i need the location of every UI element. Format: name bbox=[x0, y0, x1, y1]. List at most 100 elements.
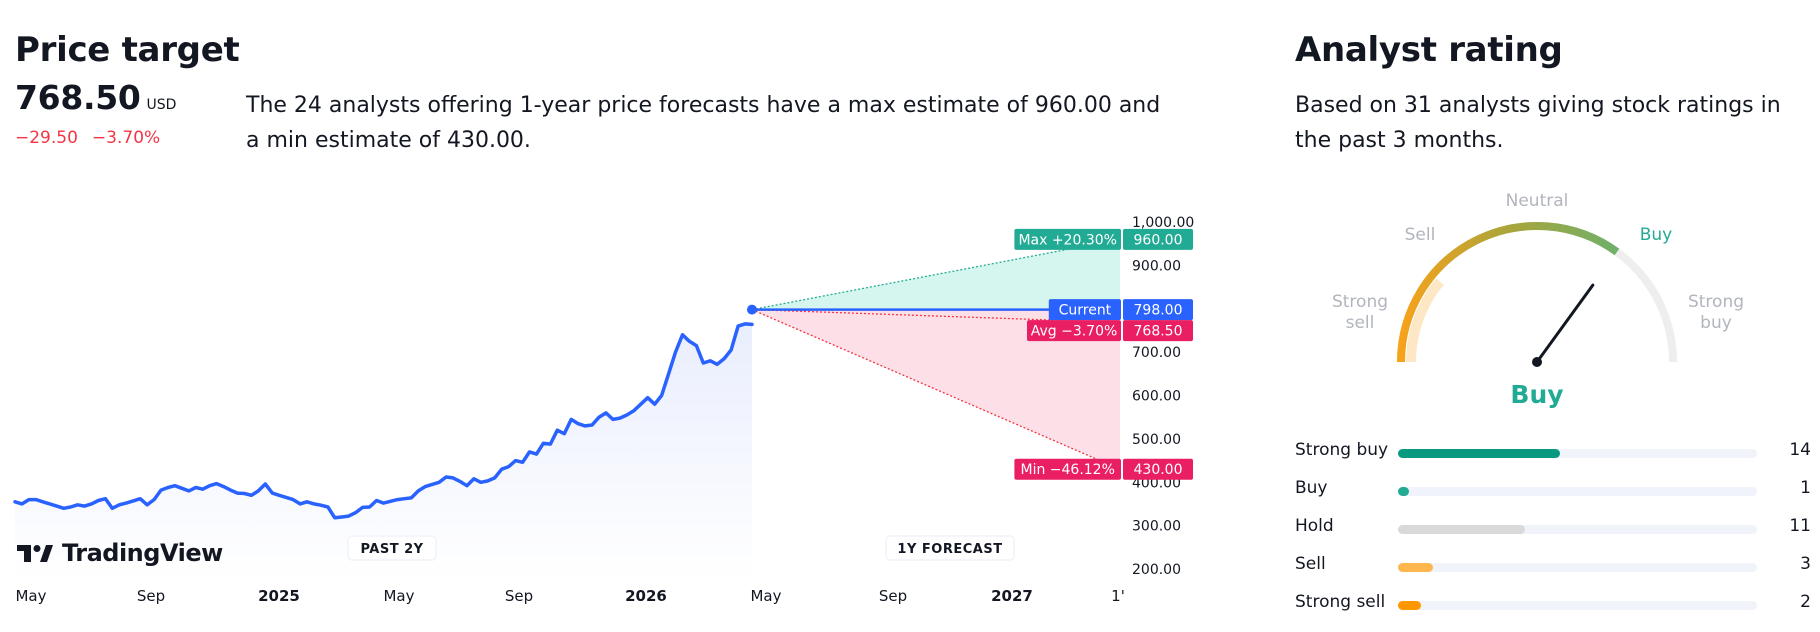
analyst-rating-title: Analyst rating bbox=[1295, 30, 1563, 70]
rating-bar-fill bbox=[1398, 449, 1561, 458]
y-tick-label: 200.00 bbox=[1132, 562, 1181, 578]
x-tick-label: 1' bbox=[1111, 587, 1125, 605]
rating-label: Hold bbox=[1295, 516, 1334, 536]
analyst-rating-description: Based on 31 analysts giving stock rating… bbox=[1295, 93, 1781, 153]
rating-label: Buy bbox=[1295, 478, 1328, 498]
rating-bar-track bbox=[1398, 525, 1757, 534]
period-label-text: PAST 2Y bbox=[360, 542, 423, 557]
rating-bar-fill bbox=[1398, 601, 1422, 610]
gauge-inner-band bbox=[1406, 278, 1444, 363]
x-tick-label: 2025 bbox=[258, 587, 300, 605]
badge-avg-label: Avg −3.70% bbox=[1031, 324, 1118, 340]
gauge-label: Strong buy bbox=[1688, 292, 1744, 333]
x-tick-label: 2027 bbox=[991, 587, 1033, 605]
price-target-change: −29.50 −3.70% bbox=[15, 128, 160, 148]
forecast-avg-line bbox=[751, 308, 1121, 324]
rating-count: 2 bbox=[1800, 592, 1811, 612]
rating-count: 1 bbox=[1800, 478, 1811, 498]
period-label: PAST 2Y bbox=[347, 535, 437, 561]
badge-min-label: Min −46.12% bbox=[1020, 462, 1114, 478]
badge-max-label: Max +20.30% bbox=[1018, 232, 1117, 248]
gauge-label: Neutral bbox=[1506, 191, 1569, 211]
y-tick-label: 700.00 bbox=[1132, 345, 1181, 361]
x-tick-label: Sep bbox=[879, 587, 907, 605]
badge-max: Max +20.30% 960.00 bbox=[1014, 228, 1193, 250]
rating-bar-track bbox=[1398, 487, 1757, 496]
rating-gauge: Strong sell Sell Neutral Buy Strong buy Buy bbox=[1332, 191, 1744, 409]
badge-avg-value-bg bbox=[1123, 320, 1193, 342]
price-history-line bbox=[13, 322, 754, 520]
badge-min-label-bg bbox=[1014, 458, 1121, 480]
period-label-text: 1Y FORECAST bbox=[897, 542, 1002, 557]
y-tick-label: 900.00 bbox=[1132, 258, 1181, 274]
gauge-label: Buy bbox=[1640, 225, 1673, 245]
badge-avg: Avg −3.70% 768.50 bbox=[1027, 320, 1193, 342]
x-tick-label: 2026 bbox=[625, 587, 667, 605]
price-target-change-percent: −3.70% bbox=[91, 128, 161, 148]
badge-avg-label-bg bbox=[1027, 320, 1121, 342]
history-area bbox=[15, 323, 752, 580]
rating-row: Strong buy 14 bbox=[1295, 438, 1811, 468]
gauge-track bbox=[1397, 222, 1677, 363]
gauge-result: Buy bbox=[1510, 380, 1563, 409]
rating-row: Strong sell 2 bbox=[1295, 590, 1811, 620]
price-forecast-chart[interactable]: 1,000.00900.00800.00700.00600.00500.0040… bbox=[0, 190, 1240, 620]
y-tick-label: 600.00 bbox=[1132, 389, 1181, 405]
rating-row: Buy 1 bbox=[1295, 476, 1811, 506]
tradingview-logo-text: TradingView bbox=[62, 539, 223, 567]
gauge-needle bbox=[1535, 283, 1595, 364]
badge-max-label-bg bbox=[1014, 228, 1121, 250]
rating-row: Hold 11 bbox=[1295, 514, 1811, 544]
rating-count: 14 bbox=[1789, 440, 1811, 460]
price-target-section: Price target 768.50 USD −29.50 −3.70% Th… bbox=[0, 30, 1240, 620]
x-tick-label: Sep bbox=[137, 587, 165, 605]
badge-current: Current 798.00 bbox=[1048, 299, 1193, 321]
tradingview-logo-icon bbox=[17, 545, 31, 562]
x-tick-label: May bbox=[15, 587, 46, 605]
rating-label: Strong buy bbox=[1295, 440, 1389, 460]
badge-current-label: Current bbox=[1059, 303, 1112, 319]
x-tick-label: May bbox=[750, 587, 781, 605]
rating-count: 3 bbox=[1800, 554, 1811, 574]
badge-current-label-bg bbox=[1048, 299, 1121, 321]
gauge-needle-pivot bbox=[1532, 357, 1542, 367]
rating-bar-track bbox=[1398, 449, 1757, 458]
analyst-rating-section: Analyst rating Based on 31 analysts givi… bbox=[1295, 0, 1820, 632]
y-tick-label: 1,000.00 bbox=[1132, 215, 1194, 231]
y-tick-label: 300.00 bbox=[1132, 519, 1181, 535]
badge-current-value: 798.00 bbox=[1134, 303, 1183, 319]
rating-label: Sell bbox=[1295, 554, 1326, 574]
badge-avg-value: 768.50 bbox=[1134, 324, 1183, 340]
forecast-max-line bbox=[751, 238, 1121, 311]
rating-bar-fill bbox=[1398, 487, 1410, 496]
badge-min-value-bg bbox=[1123, 458, 1193, 480]
y-tick-label: 500.00 bbox=[1132, 432, 1181, 448]
price-target-change-value: −29.50 bbox=[15, 128, 78, 148]
rating-bar-track bbox=[1398, 563, 1757, 572]
rating-label: Strong sell bbox=[1295, 592, 1386, 612]
price-target-value: 768.50 bbox=[15, 78, 141, 117]
price-target-title: Price target bbox=[15, 30, 240, 70]
forecast-min-line bbox=[751, 309, 1121, 470]
gauge-label: Sell bbox=[1405, 225, 1436, 245]
price-target-description: The 24 analysts offering 1-year price fo… bbox=[246, 93, 1161, 153]
badge-max-value-bg bbox=[1123, 228, 1193, 250]
tradingview-logo: TradingView bbox=[17, 539, 224, 567]
badge-min-value: 430.00 bbox=[1134, 462, 1183, 478]
gauge-fill bbox=[1397, 222, 1620, 363]
x-tick-label: May bbox=[383, 587, 414, 605]
price-target-value-row: 768.50 USD bbox=[15, 78, 176, 117]
x-tick-label: Sep bbox=[505, 587, 533, 605]
badge-max-value: 960.00 bbox=[1134, 232, 1183, 248]
current-price-point[interactable] bbox=[747, 304, 757, 315]
rating-bar-fill bbox=[1398, 525, 1526, 534]
rating-row: Sell 3 bbox=[1295, 552, 1811, 582]
badge-min: Min −46.12% 430.00 bbox=[1014, 458, 1193, 480]
gauge-label: Strong sell bbox=[1332, 292, 1388, 333]
period-label: 1Y FORECAST bbox=[885, 535, 1015, 561]
rating-bar-fill bbox=[1398, 563, 1433, 572]
price-target-currency: USD bbox=[146, 97, 177, 113]
rating-bar-track bbox=[1398, 601, 1757, 610]
badge-current-value-bg bbox=[1123, 299, 1193, 321]
rating-count: 11 bbox=[1789, 516, 1811, 536]
